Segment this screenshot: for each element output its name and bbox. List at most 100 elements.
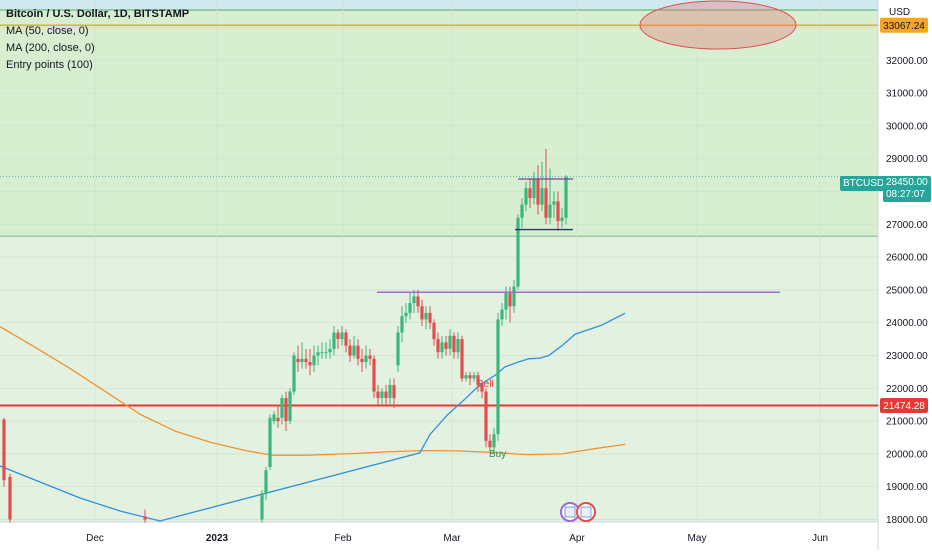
highlight-ellipse[interactable] [639, 0, 797, 50]
candle-down[interactable] [468, 375, 472, 379]
candle-up[interactable] [340, 332, 344, 340]
candle-down[interactable] [452, 335, 456, 353]
candle-up[interactable] [504, 293, 508, 310]
candle-up[interactable] [316, 352, 320, 356]
candle-down[interactable] [460, 339, 464, 379]
candle-down[interactable] [420, 306, 424, 320]
candle-down[interactable] [308, 362, 312, 366]
candle-up[interactable] [492, 434, 496, 448]
candle-up[interactable] [324, 352, 328, 354]
candle-up[interactable] [448, 335, 452, 349]
candle-up[interactable] [408, 303, 412, 313]
candle-down[interactable] [536, 178, 540, 205]
y-tick-label: 25000.00 [886, 285, 928, 296]
candle-down[interactable] [360, 358, 364, 363]
candle-down[interactable] [2, 419, 6, 481]
candle-down[interactable] [508, 293, 512, 307]
indicator-entry-points[interactable]: Entry points (100) [6, 59, 93, 71]
candle-up[interactable] [396, 332, 400, 366]
candle-down[interactable] [480, 385, 484, 392]
candle-up[interactable] [552, 201, 556, 205]
candle-up[interactable] [380, 391, 384, 399]
ma200-line[interactable] [0, 326, 626, 456]
candle-up[interactable] [516, 217, 520, 287]
candle-down[interactable] [143, 516, 147, 520]
level-badge [880, 17, 928, 33]
ma50-line[interactable] [0, 312, 626, 522]
candle-up[interactable] [548, 204, 552, 218]
buy-signal-label[interactable]: Buy [489, 449, 506, 460]
candle-up[interactable] [512, 286, 516, 307]
candle-down[interactable] [8, 476, 12, 520]
candle-up[interactable] [560, 217, 564, 222]
candle-up[interactable] [472, 375, 476, 379]
candle-down[interactable] [488, 440, 492, 448]
candle-up[interactable] [500, 309, 504, 320]
candle-down[interactable] [528, 188, 532, 199]
candle-up[interactable] [264, 470, 268, 494]
candle-down[interactable] [428, 312, 432, 323]
candle-up[interactable] [532, 178, 536, 199]
candle-down[interactable] [348, 345, 352, 356]
candle-down[interactable] [544, 188, 548, 218]
candle-down[interactable] [476, 375, 480, 386]
candle-up[interactable] [280, 398, 284, 418]
y-tick-label: 27000.00 [886, 220, 928, 231]
candle-down[interactable] [384, 391, 388, 399]
candle-down[interactable] [284, 398, 288, 422]
x-tick-label: Mar [443, 533, 461, 544]
y-tick-label: 24000.00 [886, 318, 928, 329]
candle-up[interactable] [292, 355, 296, 392]
candle-up[interactable] [352, 345, 356, 356]
candle-up[interactable] [424, 312, 428, 320]
candle-up[interactable] [540, 188, 544, 205]
candle-down[interactable] [484, 391, 488, 441]
candle-down[interactable] [392, 385, 396, 399]
candle-down[interactable] [344, 332, 348, 346]
candle-down[interactable] [276, 417, 280, 422]
candle-down[interactable] [416, 296, 420, 307]
candle-up[interactable] [332, 332, 336, 349]
candle-up[interactable] [400, 316, 404, 333]
candle-down[interactable] [368, 355, 372, 359]
candle-up[interactable] [312, 355, 316, 366]
candle-down[interactable] [336, 332, 340, 340]
candle-up[interactable] [268, 417, 272, 468]
candle-up[interactable] [260, 493, 264, 520]
chart-title[interactable]: Bitcoin / U.S. Dollar, 1D, BITSTAMP [6, 8, 190, 20]
top-band [0, 0, 878, 10]
indicator-ma200[interactable]: MA (200, close, 0) [6, 42, 95, 54]
candle-up[interactable] [272, 414, 276, 422]
candle-up[interactable] [496, 319, 500, 435]
candle-down[interactable] [376, 391, 380, 399]
candle-up[interactable] [364, 355, 368, 363]
candle-up[interactable] [520, 204, 524, 218]
candle-down[interactable] [304, 358, 308, 363]
time-axis[interactable] [0, 522, 878, 550]
candle-up[interactable] [464, 375, 468, 379]
candle-up[interactable] [412, 296, 416, 304]
candle-up[interactable] [524, 188, 528, 205]
candle-down[interactable] [432, 322, 436, 340]
candle-down[interactable] [296, 358, 300, 363]
candle-up[interactable] [288, 391, 292, 422]
candle-up[interactable] [320, 352, 324, 354]
indicator-ma50[interactable]: MA (50, close, 0) [6, 25, 89, 37]
y-tick-label: 20000.00 [886, 449, 928, 460]
candle-up[interactable] [456, 339, 460, 353]
candle-up[interactable] [404, 312, 408, 317]
sell-signal-label[interactable]: Sell [477, 379, 494, 390]
candle-up[interactable] [564, 176, 568, 218]
candle-up[interactable] [440, 342, 444, 353]
candle-up[interactable] [328, 348, 332, 353]
candle-up[interactable] [300, 358, 304, 363]
candle-down[interactable] [372, 358, 376, 392]
candle-down[interactable] [444, 342, 448, 349]
candle-up[interactable] [388, 385, 392, 399]
price-axis[interactable] [878, 0, 932, 550]
candle-down[interactable] [436, 339, 440, 353]
candle-down[interactable] [356, 345, 360, 359]
candle-down[interactable] [556, 201, 560, 222]
